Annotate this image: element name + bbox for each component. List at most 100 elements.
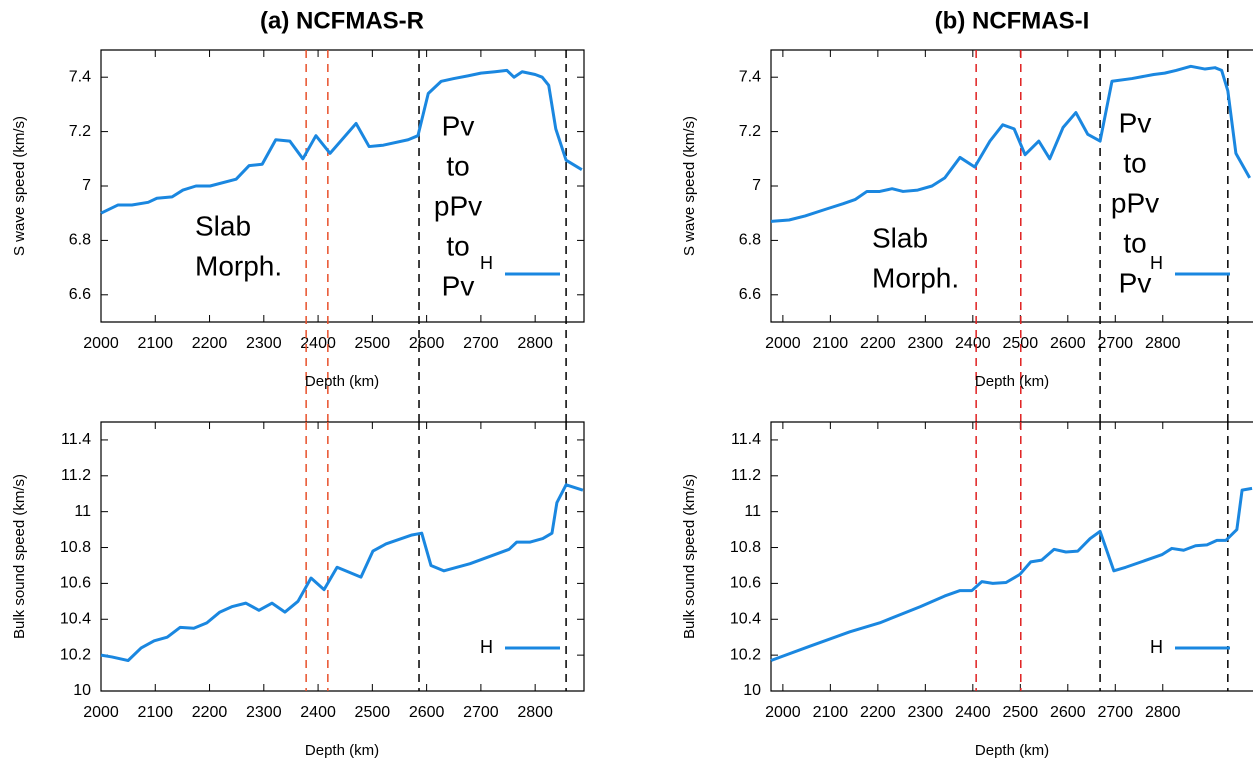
plot-frame xyxy=(100,49,585,323)
x-tick-label: 2500 xyxy=(1003,704,1039,721)
x-tick-label: 2200 xyxy=(192,704,228,721)
x-tick-label: 2100 xyxy=(137,704,173,721)
annotation: Pv xyxy=(1119,107,1152,138)
annotation: Morph. xyxy=(195,250,282,281)
legend-label: H xyxy=(1150,637,1163,657)
data-line xyxy=(100,68,583,215)
x-tick-label: 2400 xyxy=(300,335,336,352)
x-tick-label: 2300 xyxy=(908,704,944,721)
x-tick-label: 2000 xyxy=(83,335,119,352)
legend-label: H xyxy=(1150,253,1163,273)
y-tick-label: 11 xyxy=(744,503,761,520)
x-tick-label: 2500 xyxy=(355,335,391,352)
y-tick-label: 6.8 xyxy=(69,232,91,249)
x-tick-label: 2600 xyxy=(409,335,445,352)
x-tick-label: 2300 xyxy=(908,335,944,352)
x-tick-label: 2300 xyxy=(246,335,282,352)
x-tick-label: 2700 xyxy=(463,335,499,352)
plot-frame xyxy=(100,421,585,692)
x-tick-label: 2400 xyxy=(955,335,991,352)
y-tick-label: 7 xyxy=(82,177,91,194)
y-tick-label: 11.2 xyxy=(731,467,761,484)
annotation: Pv xyxy=(1119,267,1152,298)
chart-title: (b) NCFMAS-I xyxy=(935,7,1090,34)
x-tick-label: 2700 xyxy=(1097,704,1133,721)
y-axis-label: S wave speed (km/s) xyxy=(11,116,28,256)
x-tick-label: 2100 xyxy=(137,335,173,352)
y-tick-label: 10.2 xyxy=(60,646,91,663)
x-tick-label: 2600 xyxy=(1050,335,1086,352)
y-tick-label: 10.4 xyxy=(730,610,761,627)
x-tick-label: 2500 xyxy=(355,704,391,721)
y-tick-label: 10 xyxy=(73,682,91,699)
x-axis-label: Depth (km) xyxy=(975,373,1049,390)
annotation: Pv xyxy=(442,270,475,301)
x-tick-label: 2700 xyxy=(463,704,499,721)
x-axis-label: Depth (km) xyxy=(305,373,379,390)
x-tick-label: 2800 xyxy=(1145,335,1181,352)
annotation: to xyxy=(446,230,469,261)
x-tick-label: 2800 xyxy=(1145,704,1181,721)
y-tick-label: 6.8 xyxy=(739,232,761,249)
x-tick-label: 2500 xyxy=(1003,335,1039,352)
y-tick-label: 6.6 xyxy=(739,286,761,303)
x-tick-label: 2200 xyxy=(860,704,896,721)
y-tick-label: 10 xyxy=(743,682,761,699)
annotation: Pv xyxy=(442,110,475,141)
data-line xyxy=(770,64,1251,223)
chart-title: (a) NCFMAS-R xyxy=(260,7,424,34)
y-tick-label: 7.4 xyxy=(69,68,91,85)
legend-label: H xyxy=(480,253,493,273)
data-line xyxy=(100,483,584,663)
x-tick-label: 2800 xyxy=(517,335,553,352)
x-tick-label: 2700 xyxy=(1097,335,1133,352)
x-tick-label: 2100 xyxy=(813,704,849,721)
x-tick-label: 2000 xyxy=(765,335,801,352)
y-tick-label: 7.2 xyxy=(739,123,761,140)
y-tick-label: 7.4 xyxy=(739,68,761,85)
x-tick-label: 2400 xyxy=(955,704,991,721)
plot-frame xyxy=(770,49,1253,323)
annotation: pPv xyxy=(1111,187,1159,218)
x-axis-label: Depth (km) xyxy=(305,742,379,759)
x-tick-label: 2100 xyxy=(813,335,849,352)
x-tick-label: 2600 xyxy=(1050,704,1086,721)
plot-frame xyxy=(770,421,1253,692)
x-tick-label: 2200 xyxy=(192,335,228,352)
annotation: to xyxy=(1123,227,1146,258)
x-axis-label: Depth (km) xyxy=(975,742,1049,759)
annotation: to xyxy=(1123,147,1146,178)
y-tick-label: 10.6 xyxy=(60,575,91,592)
y-axis-label: Bulk sound speed (km/s) xyxy=(11,474,28,639)
x-tick-label: 2600 xyxy=(409,704,445,721)
y-tick-label: 10.2 xyxy=(730,646,761,663)
x-tick-label: 2000 xyxy=(83,704,119,721)
x-tick-label: 2800 xyxy=(517,704,553,721)
y-axis-label: Bulk sound speed (km/s) xyxy=(681,474,698,639)
y-tick-label: 10.8 xyxy=(60,539,91,556)
y-tick-label: 10.8 xyxy=(730,539,761,556)
annotation: pPv xyxy=(434,190,482,221)
y-tick-label: 11 xyxy=(74,503,91,520)
annotation: to xyxy=(446,150,469,181)
y-tick-label: 11.4 xyxy=(731,431,761,448)
annotation: Slab xyxy=(872,222,928,253)
annotation: Morph. xyxy=(872,262,959,293)
x-tick-label: 2400 xyxy=(300,704,336,721)
x-tick-label: 2300 xyxy=(246,704,282,721)
x-tick-label: 2200 xyxy=(860,335,896,352)
y-tick-label: 6.6 xyxy=(69,286,91,303)
y-tick-label: 7.2 xyxy=(69,123,91,140)
y-tick-label: 11.2 xyxy=(61,467,91,484)
annotation: Slab xyxy=(195,210,251,241)
y-tick-label: 7 xyxy=(752,177,761,194)
y-tick-label: 10.4 xyxy=(60,610,91,627)
data-line xyxy=(770,486,1253,662)
legend-label: H xyxy=(480,637,493,657)
y-tick-label: 11.4 xyxy=(61,431,91,448)
y-tick-label: 10.6 xyxy=(730,575,761,592)
x-tick-label: 2000 xyxy=(765,704,801,721)
y-axis-label: S wave speed (km/s) xyxy=(681,116,698,256)
